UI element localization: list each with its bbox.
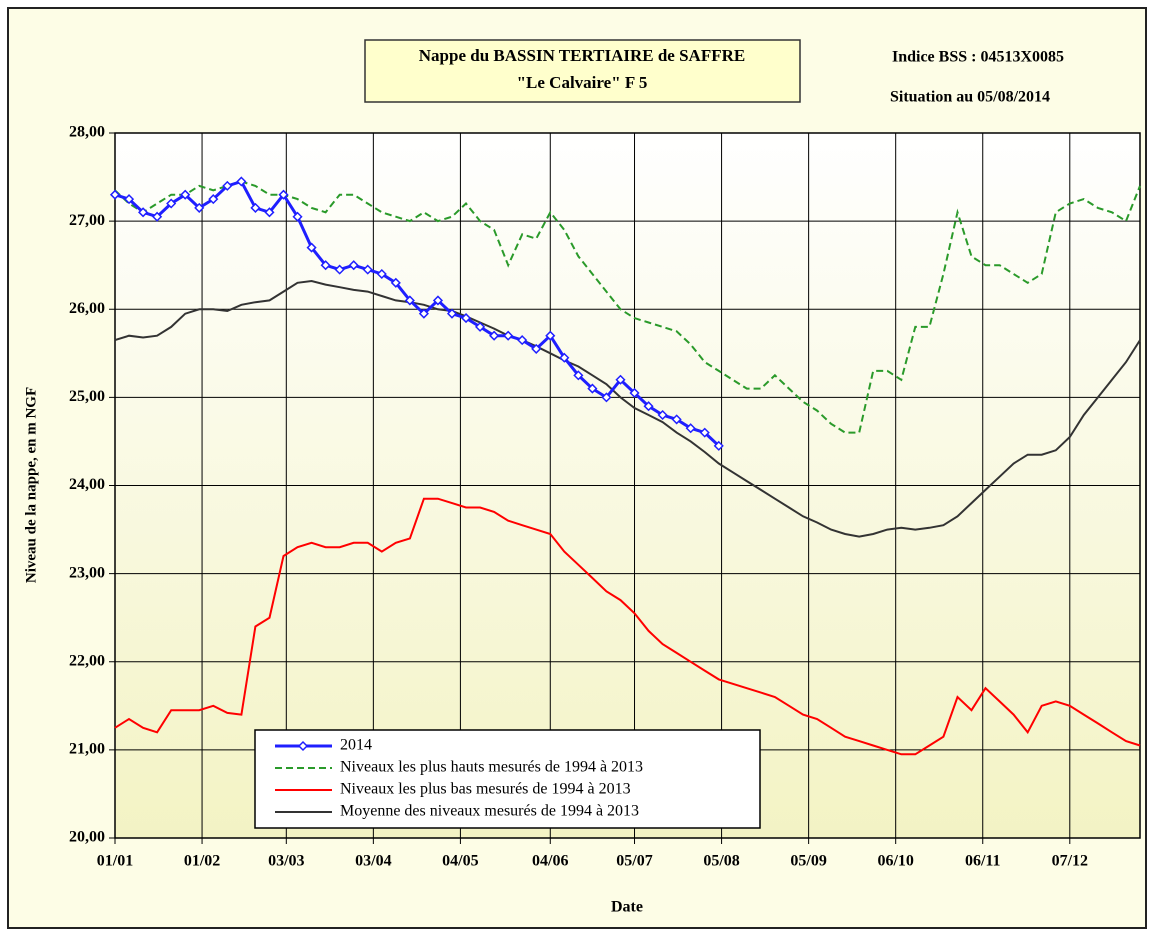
data-point <box>306 242 317 253</box>
data-point <box>657 409 668 421</box>
legend-label: Moyenne des niveaux mesurés de 1994 à 20… <box>340 803 639 820</box>
y-tick-label: 28,00 <box>69 124 105 141</box>
data-point <box>713 440 724 451</box>
data-point <box>517 335 528 346</box>
data-point <box>152 211 163 222</box>
data-point <box>418 308 429 319</box>
y-tick-label: 24,00 <box>69 476 105 493</box>
legend-label: Niveaux les plus hauts mesurés de 1994 à… <box>340 759 643 776</box>
data-point <box>446 308 458 319</box>
x-tick-label: 03/03 <box>268 853 304 870</box>
data-point <box>573 370 584 381</box>
data-point <box>362 264 373 275</box>
x-tick-label: 05/09 <box>790 853 826 870</box>
y-tick-label: 20,00 <box>69 829 105 846</box>
data-point <box>250 202 261 213</box>
series-line <box>114 497 1141 756</box>
x-tick-label: 01/01 <box>97 853 133 870</box>
data-point <box>180 189 191 200</box>
data-point <box>615 374 626 385</box>
data-point <box>334 264 345 275</box>
legend: 2014 Niveaux les plus hauts mesurés de 19… <box>254 729 761 829</box>
legend-label: Niveaux les plus bas mesurés de 1994 à 2… <box>340 781 631 798</box>
chart-title: Nappe du BASSIN TERTIAIRE de SAFFRE <box>419 46 745 65</box>
x-tick-label: 05/08 <box>703 853 739 870</box>
grid <box>114 132 1140 839</box>
x-tick-label: 05/07 <box>616 853 652 870</box>
data-point <box>348 260 359 271</box>
data-point <box>489 330 500 341</box>
x-tick-label: 01/02 <box>184 853 220 870</box>
data-point <box>559 352 570 363</box>
data-point <box>685 423 696 434</box>
legend-box <box>254 729 761 829</box>
data-point <box>278 189 289 200</box>
data-point <box>166 198 177 209</box>
data-point <box>671 414 682 425</box>
y-tick-label: 21,00 <box>69 741 105 758</box>
y-axis-label: Niveau de la nappe, en m NGF <box>23 387 39 583</box>
annotation: Situation au 05/08/2014 <box>890 89 1050 106</box>
data-point <box>601 392 612 403</box>
data-point <box>320 260 331 271</box>
y-tick-label: 27,00 <box>69 212 105 229</box>
data-point <box>699 427 710 438</box>
y-tick-label: 23,00 <box>69 564 105 581</box>
data-point <box>629 387 640 399</box>
data-point <box>475 321 486 332</box>
data-point <box>222 180 233 191</box>
data-point <box>236 176 247 187</box>
data-point <box>503 330 514 341</box>
data-point <box>531 343 542 354</box>
x-tick-label: 07/12 <box>1052 853 1088 870</box>
data-point <box>109 189 121 200</box>
legend-label: 2014 <box>340 737 372 754</box>
chart-subtitle: "Le Calvaire" F 5 <box>517 73 648 92</box>
plot-border <box>114 132 1141 839</box>
data-point <box>390 277 401 288</box>
data-point <box>643 401 654 412</box>
series-line <box>114 279 1141 538</box>
data-point <box>432 295 444 306</box>
data-point <box>264 207 275 218</box>
y-tick-label: 22,00 <box>69 652 105 669</box>
data-point <box>138 207 149 218</box>
data-point <box>587 383 598 394</box>
x-tick-label: 04/05 <box>442 853 478 870</box>
data-point <box>194 202 205 213</box>
x-tick-label: 06/10 <box>877 853 913 870</box>
y-tick-label: 26,00 <box>69 300 105 317</box>
data-point <box>208 194 219 205</box>
y-tick-label: 25,00 <box>69 388 105 405</box>
data-point <box>404 295 415 306</box>
x-tick-label: 03/04 <box>355 853 391 870</box>
data-point <box>460 313 472 324</box>
data-point <box>292 211 303 222</box>
x-axis-label: Date <box>611 899 643 916</box>
x-tick-label: 06/11 <box>965 853 1001 870</box>
data-point <box>376 268 387 280</box>
data-point <box>123 194 135 205</box>
legend-marker <box>297 740 309 752</box>
data-point <box>545 330 556 341</box>
title-box <box>364 39 801 103</box>
x-tick-label: 04/06 <box>532 853 568 870</box>
annotation: Indice BSS : 04513X0085 <box>892 49 1064 66</box>
